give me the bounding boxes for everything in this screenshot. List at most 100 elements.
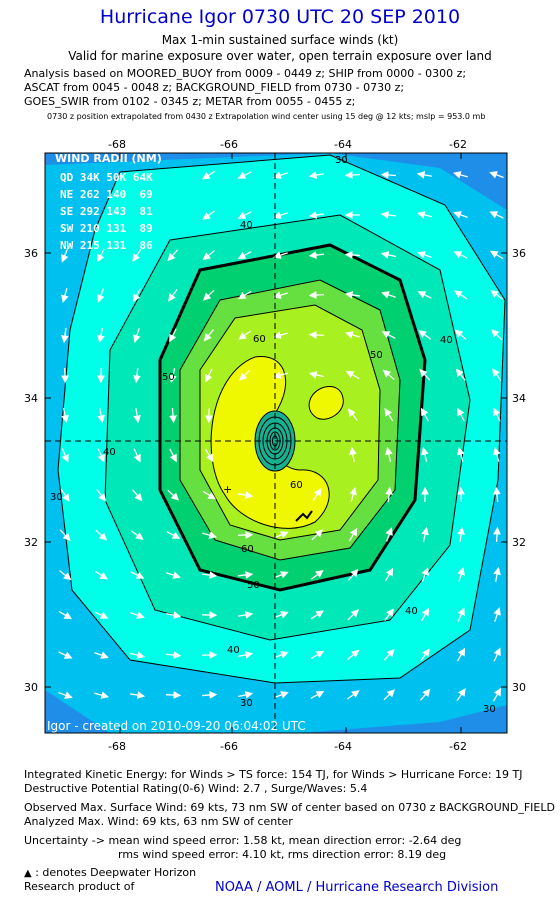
wind-radii-table: WIND RADII (NM) QD 34K 50K 64K NE 262 14… bbox=[55, 152, 162, 252]
lon-tick-bottom: -62 bbox=[449, 740, 467, 753]
wind-vector-arrow bbox=[456, 647, 466, 662]
wind-vector-arrow bbox=[238, 651, 254, 659]
wind-vector-arrow bbox=[382, 369, 395, 381]
wind-vector-arrow bbox=[273, 211, 288, 219]
wind-vector-arrow bbox=[384, 608, 395, 621]
wind-vector-arrow bbox=[310, 691, 325, 699]
plot-frame bbox=[44, 152, 508, 734]
wind-vector-arrow bbox=[344, 171, 361, 179]
wind-vector-arrow bbox=[201, 651, 218, 659]
wind-vector-arrow bbox=[61, 327, 69, 344]
wind-vector-arrow bbox=[308, 371, 324, 379]
wind-vector-arrow bbox=[169, 368, 177, 384]
wind-radii-sw: SW 210 131 89 bbox=[60, 222, 153, 235]
contour-label: 30 bbox=[240, 698, 253, 709]
lon-tick-bottom: -66 bbox=[220, 740, 238, 753]
wind-vector-arrow bbox=[421, 446, 429, 462]
wind-vector-arrow bbox=[274, 571, 289, 579]
wind-vector-arrow bbox=[205, 407, 213, 424]
wind-vector-arrow bbox=[419, 688, 431, 701]
org-link[interactable]: NOAA / AOML / Hurricane Research Divisio… bbox=[215, 880, 499, 895]
analysis-line-2: ASCAT from 0045 - 0048 z; BACKGROUND_FIE… bbox=[24, 81, 405, 94]
wind-vector-arrow bbox=[273, 331, 288, 339]
wind-vector-arrow bbox=[274, 651, 289, 659]
wind-vector-arrow bbox=[237, 611, 254, 619]
storm-symbols: + bbox=[223, 483, 313, 522]
wind-vector-arrow bbox=[237, 290, 252, 300]
contour-labels: 30 30 30 30 40 40 40 40 40 50 50 50 60 6… bbox=[50, 155, 496, 715]
contour-label: 50 bbox=[247, 580, 260, 591]
footer-uncertainty-2: rms wind speed error: 4.10 kt, rms direc… bbox=[118, 848, 447, 861]
wind-vector-arrow bbox=[489, 211, 504, 219]
wind-vector-arrow bbox=[310, 610, 324, 620]
wind-vector-arrow bbox=[420, 407, 429, 422]
wind-vector-arrow bbox=[421, 567, 429, 582]
lon-tick-top: -68 bbox=[108, 138, 126, 151]
wind-vector-arrow bbox=[166, 571, 181, 579]
wind-vector-arrow bbox=[237, 571, 254, 579]
lat-tick-right: 36 bbox=[512, 247, 526, 260]
lat-tick-left: 34 bbox=[24, 392, 38, 405]
wind-vector-arrow bbox=[454, 290, 468, 300]
lat-tick-left: 36 bbox=[24, 247, 38, 260]
wind-radii-nw: NW 215 131 86 bbox=[60, 239, 153, 252]
wind-vector-arrow bbox=[273, 251, 288, 259]
wind-vector-arrow bbox=[133, 367, 141, 384]
wind-radii-title: WIND RADII (NM) bbox=[55, 152, 162, 165]
contour-label: 30 bbox=[335, 155, 348, 166]
wind-vector-arrow bbox=[420, 648, 430, 662]
wind-vector-arrow bbox=[346, 690, 360, 700]
footer-analyzed-max: Analyzed Max. Wind: 69 kts, 63 nm SW of … bbox=[24, 815, 293, 828]
wind-vector-arrow bbox=[417, 291, 432, 299]
wind-vector-arrow bbox=[308, 291, 325, 299]
lon-tick-top: -66 bbox=[220, 138, 238, 151]
contour-label: 30 bbox=[50, 492, 63, 503]
lon-tick-top: -62 bbox=[449, 138, 467, 151]
wind-vector-arrow bbox=[202, 250, 215, 261]
wind-vector-arrow bbox=[167, 489, 180, 501]
wind-vector-arrow bbox=[419, 368, 431, 381]
center-flag-symbol bbox=[295, 510, 313, 522]
wind-vector-arrow bbox=[166, 611, 182, 619]
wind-vector-arrow bbox=[201, 571, 218, 579]
lat-tick-right: 30 bbox=[512, 681, 526, 694]
wind-vector-arrow bbox=[344, 251, 361, 259]
wind-vector-arrow bbox=[169, 448, 177, 463]
wind-vector-arrow bbox=[202, 210, 216, 220]
wind-vector-arrow bbox=[385, 446, 393, 462]
wind-vector-arrow bbox=[130, 611, 145, 619]
wind-vector-arrow bbox=[130, 651, 146, 659]
wind-vector-arrow bbox=[202, 289, 215, 301]
subtitle-winds: Max 1-min sustained surface winds (kt) bbox=[161, 33, 399, 47]
wind-vector-arrow bbox=[58, 691, 73, 699]
position-note: 0730 z position extrapolated from 0430 z… bbox=[47, 112, 486, 121]
contour-label: 40 bbox=[240, 220, 253, 231]
wind-vector-arrow bbox=[492, 368, 502, 382]
wind-vector-arrow bbox=[169, 407, 177, 424]
wind-vector-arrow bbox=[493, 447, 501, 462]
wind-vector-arrow bbox=[381, 331, 396, 339]
wind-vector-arrow bbox=[381, 291, 396, 299]
footer-ike: Integrated Kinetic Energy: for Winds > T… bbox=[24, 768, 523, 781]
wind-vector-arrow bbox=[58, 610, 73, 620]
wind-vector-arrow bbox=[312, 488, 322, 502]
wind-vector-arrow bbox=[453, 251, 468, 259]
wind-vector-arrow bbox=[165, 651, 182, 659]
wind-vector-arrow bbox=[416, 171, 433, 179]
wind-radii-header: QD 34K 50K 64K bbox=[60, 171, 153, 184]
wind-vector-arrow bbox=[96, 488, 106, 502]
wind-vector-arrow bbox=[59, 570, 72, 581]
wind-vector-arrow bbox=[131, 489, 143, 502]
wind-vector-arrow bbox=[493, 486, 501, 503]
wind-vector-arrow bbox=[347, 408, 358, 421]
wind-vector-arrow bbox=[456, 688, 466, 702]
wind-vector-arrow bbox=[380, 171, 397, 179]
wind-vector-arrow bbox=[418, 330, 432, 340]
wind-vector-arrow bbox=[454, 329, 467, 341]
wind-vector-arrow bbox=[310, 650, 325, 660]
wind-vector-arrow bbox=[344, 291, 361, 299]
wind-vector-arrow bbox=[61, 408, 69, 424]
lon-tick-bottom: -64 bbox=[334, 740, 352, 753]
wind-vector-arrow bbox=[94, 651, 109, 659]
